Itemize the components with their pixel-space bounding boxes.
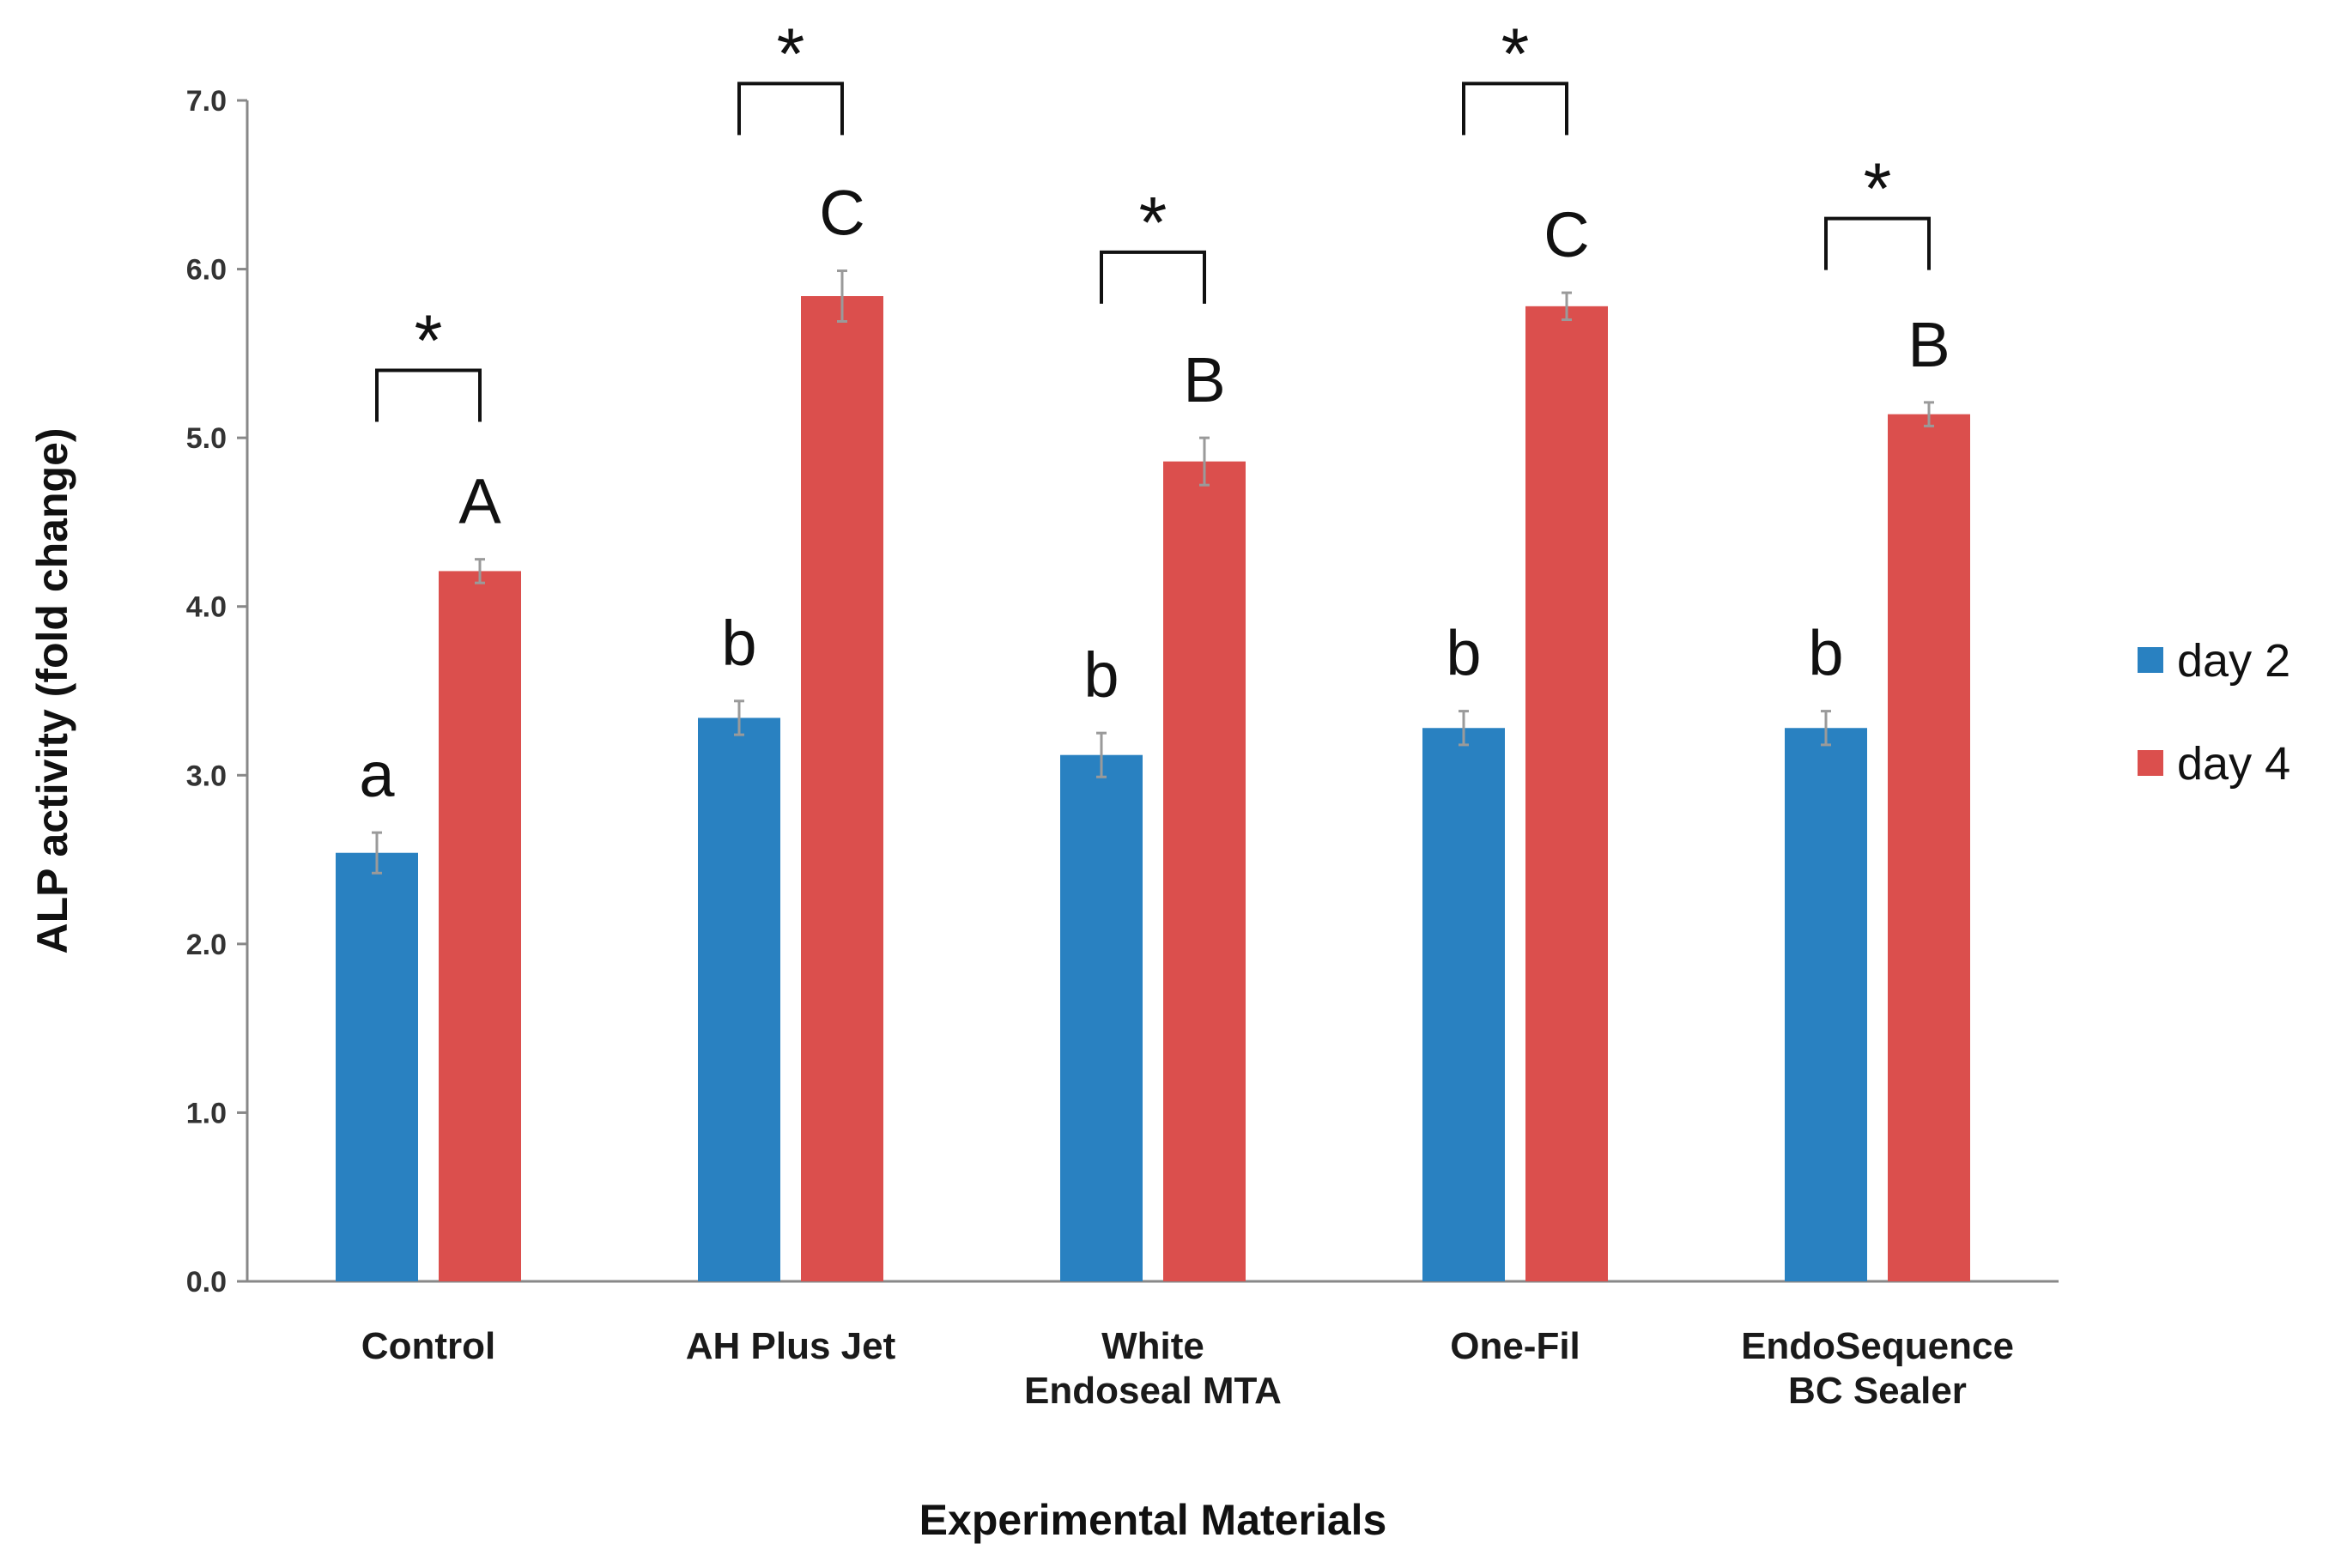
- significance-letter: B: [1907, 309, 1950, 380]
- significance-letter: b: [1808, 618, 1843, 689]
- significance-bracket: [1100, 250, 1206, 304]
- significance-bracket: [375, 368, 482, 422]
- legend-swatch: [2138, 647, 2163, 673]
- y-tick-label: 5.0: [186, 422, 227, 455]
- bar-day-4-1: [801, 296, 883, 1282]
- y-axis-title: ALP activity (fold change): [28, 427, 76, 954]
- legend: day 2 day 4: [2138, 635, 2290, 790]
- y-tick-label: 1.0: [186, 1097, 227, 1129]
- significance-bracket: [737, 82, 844, 136]
- y-tick-label: 0.0: [186, 1266, 227, 1299]
- x-axis-title: Experimental Materials: [919, 1496, 1387, 1544]
- bar-day-2-1: [698, 717, 780, 1281]
- x-category-label: EndoSequence: [1741, 1325, 2014, 1367]
- bar-day-2-3: [1422, 728, 1505, 1281]
- bar-day-2-2: [1060, 754, 1143, 1281]
- significance-star: *: [777, 13, 805, 94]
- significance-letter: b: [1083, 639, 1119, 711]
- bar-day-4-0: [439, 571, 521, 1281]
- legend-swatch: [2138, 750, 2163, 776]
- legend-label: day 4: [2177, 738, 2290, 790]
- significance-letter: b: [721, 608, 756, 679]
- bar-day-2-4: [1785, 728, 1867, 1281]
- y-tick-label: 4.0: [186, 591, 227, 624]
- x-category-label: One-Fil: [1450, 1325, 1580, 1367]
- significance-letter: C: [1544, 199, 1589, 270]
- significance-letter: C: [819, 178, 864, 249]
- x-category-label: White: [1101, 1325, 1204, 1367]
- significance-star: *: [415, 300, 443, 381]
- significance-star: *: [1864, 148, 1892, 229]
- bar-day-2-0: [336, 852, 418, 1281]
- x-category-label: Endoseal MTA: [1024, 1370, 1282, 1412]
- annotations-group: a A * b C * b B * b C * b B *: [359, 13, 1950, 810]
- significance-bracket: [1462, 82, 1568, 136]
- bar-day-4-4: [1888, 414, 1970, 1281]
- bar-day-4-3: [1525, 306, 1608, 1281]
- y-tick-label: 6.0: [186, 254, 227, 287]
- significance-letter: a: [359, 739, 395, 810]
- significance-letter: b: [1446, 618, 1481, 689]
- x-category-label: Control: [361, 1325, 495, 1367]
- axes-group: 0.0 1.0 2.0 3.0 4.0 5.0 6.0 7.0 ALP activity (fo…: [28, 85, 2059, 1544]
- x-category-label: AH Plus Jet: [686, 1325, 896, 1367]
- y-tick-label: 2.0: [186, 929, 227, 961]
- significance-letter: B: [1183, 344, 1225, 415]
- significance-star: *: [1501, 13, 1530, 94]
- y-tick-label: 7.0: [186, 85, 227, 118]
- y-tick-label: 3.0: [186, 760, 227, 792]
- bar-day-4-2: [1163, 461, 1246, 1281]
- significance-star: *: [1139, 182, 1168, 263]
- significance-letter: A: [458, 466, 501, 537]
- x-category-label: BC Sealer: [1788, 1370, 1967, 1412]
- legend-label: day 2: [2177, 635, 2290, 687]
- bars-group: [336, 269, 1970, 1282]
- significance-bracket: [1824, 216, 1931, 270]
